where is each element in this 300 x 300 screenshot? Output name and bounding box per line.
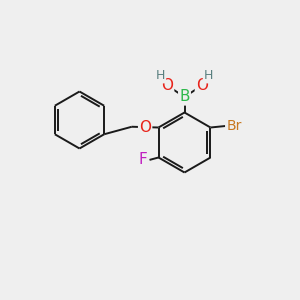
Text: O: O	[139, 120, 151, 135]
Text: O: O	[161, 78, 173, 93]
Text: H: H	[204, 69, 213, 82]
Text: O: O	[196, 78, 208, 93]
Text: B: B	[179, 89, 190, 104]
Text: Br: Br	[226, 119, 242, 133]
Text: H: H	[156, 69, 165, 82]
Text: F: F	[139, 152, 147, 167]
